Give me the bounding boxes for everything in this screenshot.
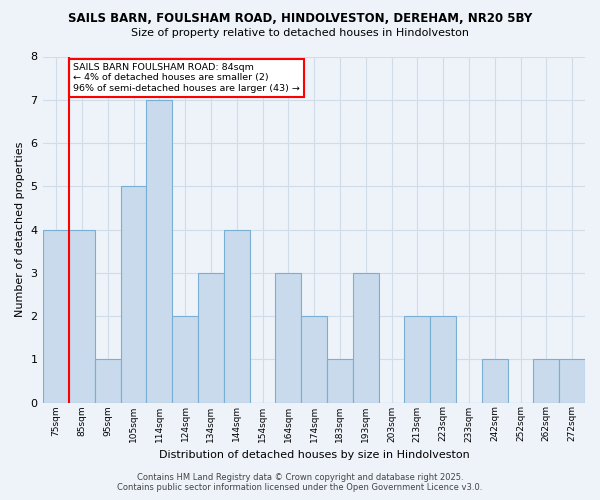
X-axis label: Distribution of detached houses by size in Hindolveston: Distribution of detached houses by size …	[159, 450, 469, 460]
Bar	[224, 230, 250, 402]
Bar	[533, 360, 559, 403]
Bar	[43, 230, 69, 402]
Bar	[353, 273, 379, 402]
Bar	[559, 360, 585, 403]
Bar	[482, 360, 508, 403]
Bar	[404, 316, 430, 402]
Text: SAILS BARN, FOULSHAM ROAD, HINDOLVESTON, DEREHAM, NR20 5BY: SAILS BARN, FOULSHAM ROAD, HINDOLVESTON,…	[68, 12, 532, 26]
Bar	[95, 360, 121, 403]
Y-axis label: Number of detached properties: Number of detached properties	[15, 142, 25, 317]
Text: Size of property relative to detached houses in Hindolveston: Size of property relative to detached ho…	[131, 28, 469, 38]
Text: Contains HM Land Registry data © Crown copyright and database right 2025.
Contai: Contains HM Land Registry data © Crown c…	[118, 473, 482, 492]
Bar	[69, 230, 95, 402]
Bar	[121, 186, 146, 402]
Bar	[327, 360, 353, 403]
Text: SAILS BARN FOULSHAM ROAD: 84sqm
← 4% of detached houses are smaller (2)
96% of s: SAILS BARN FOULSHAM ROAD: 84sqm ← 4% of …	[73, 63, 300, 93]
Bar	[275, 273, 301, 402]
Bar	[430, 316, 456, 402]
Bar	[172, 316, 198, 402]
Bar	[146, 100, 172, 402]
Bar	[301, 316, 327, 402]
Bar	[198, 273, 224, 402]
